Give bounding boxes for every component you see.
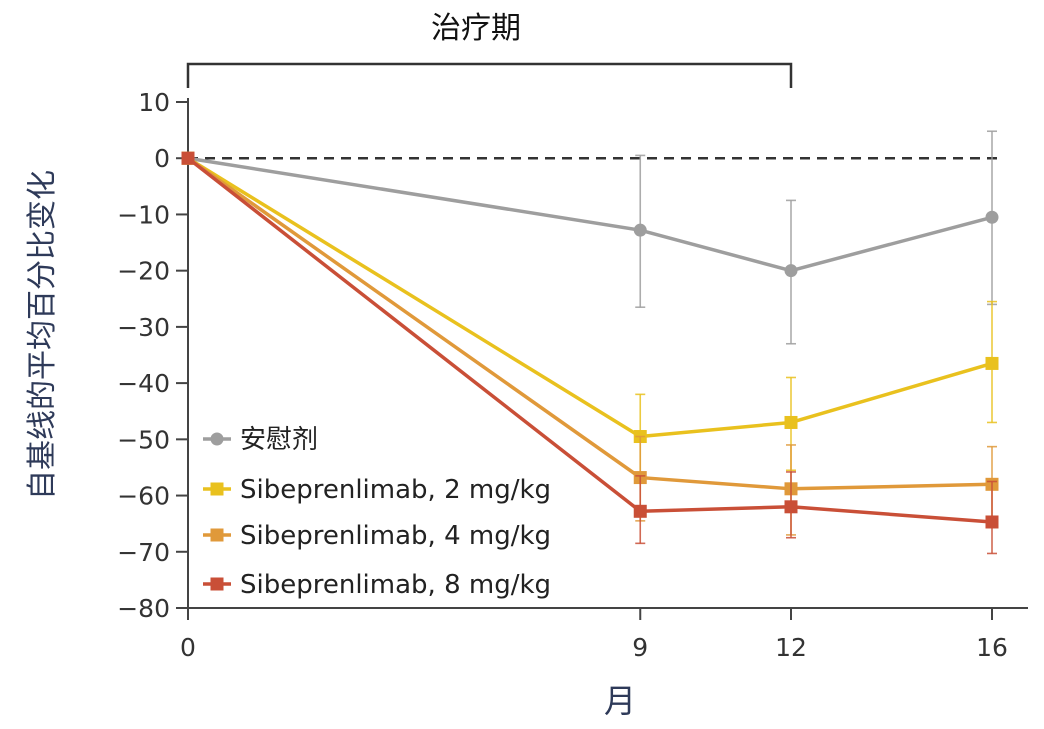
data-point (985, 210, 999, 224)
data-point (784, 264, 798, 278)
legend-swatch-marker (210, 482, 224, 496)
y-tick-label: −30 (117, 313, 170, 342)
y-tick-label: −70 (117, 538, 170, 567)
data-point (633, 504, 647, 518)
treatment-period-bracket: 治疗期 (186, 11, 793, 88)
legend-swatch-marker (210, 528, 224, 542)
y-tick-label: −40 (117, 369, 170, 398)
series-line (187, 156, 993, 439)
y-tick-label: −10 (117, 200, 170, 229)
data-point (181, 151, 195, 165)
series-1 (181, 130, 999, 345)
data-point (784, 500, 798, 514)
treatment-bracket-line (186, 62, 793, 88)
series-line (186, 156, 993, 524)
legend-label: Sibeprenlimab, 2 mg/kg (240, 475, 551, 505)
legend-label: 安慰剂 (240, 425, 318, 455)
x-tick-label: 16 (976, 633, 1008, 662)
treatment-period-label: 治疗期 (431, 11, 521, 46)
y-axis-title: 自基线的平均百分比变化 (25, 170, 60, 500)
y-tick-label: −50 (117, 425, 170, 454)
x-tick-label: 12 (775, 633, 807, 662)
y-tick-label: 0 (154, 144, 170, 173)
data-point (985, 356, 999, 370)
axes: 10 0 −10 −20 −30 −40 −50 −60 −70 −80 0 9 12 16 (117, 88, 1028, 662)
y-tick-label: 10 (138, 88, 170, 117)
x-tick-label: 0 (180, 633, 196, 662)
data-point (985, 515, 999, 529)
y-tick-label: −60 (117, 482, 170, 511)
series-group (181, 130, 999, 555)
series-line (186, 156, 993, 491)
legend-swatch-marker (210, 577, 224, 591)
y-tick-label: −80 (117, 594, 170, 623)
legend-swatch-marker (210, 432, 224, 446)
y-tick-label: −20 (117, 257, 170, 286)
legend-label: Sibeprenlimab, 4 mg/kg (240, 521, 551, 551)
series-4 (181, 151, 999, 555)
x-tick-label: 9 (632, 633, 648, 662)
x-axis-title: 月 (604, 682, 636, 720)
data-point (633, 223, 647, 237)
legend: 安慰剂 Sibeprenlimab, 2 mg/kg Sibeprenlimab, … (203, 425, 551, 600)
legend-label: Sibeprenlimab, 8 mg/kg (240, 570, 551, 600)
series-line (187, 156, 993, 273)
data-point (784, 415, 798, 429)
